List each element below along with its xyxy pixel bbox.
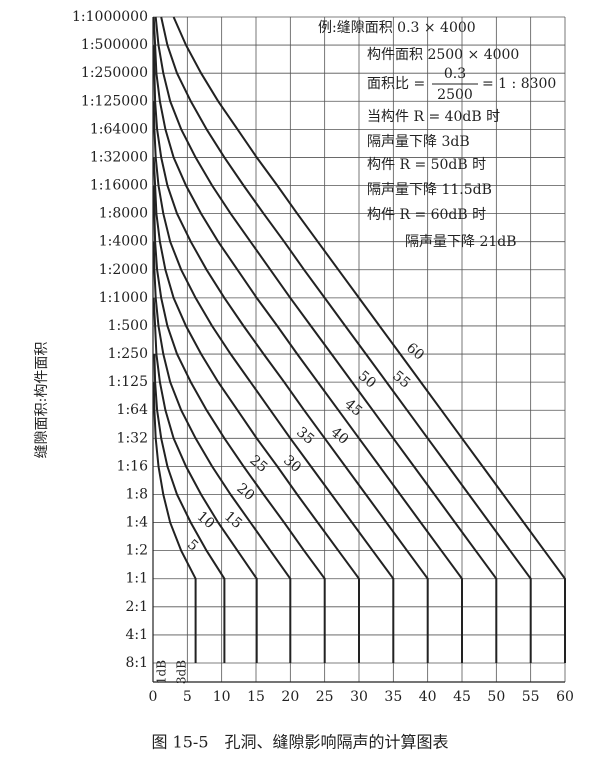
y-tick-label: 8:1 <box>125 655 148 671</box>
y-tick-label: 1:500 <box>108 318 148 334</box>
y-tick-label: 1:16 <box>117 458 149 474</box>
y-tick-label: 1:8000 <box>99 206 148 222</box>
curve <box>152 45 429 663</box>
y-tick-label: 1:500000 <box>81 37 148 53</box>
x-tick-label: 40 <box>419 689 437 705</box>
y-tick-label: 1:125 <box>108 374 148 390</box>
note: 隔声量下降 3dB <box>367 134 470 150</box>
curve-label: 20 <box>233 480 257 504</box>
ratio-numerator: 0.3 <box>444 66 466 82</box>
ratio-denominator: 2500 <box>437 87 473 103</box>
y-tick-label: 1:125000 <box>81 93 148 109</box>
curve-label: 5 <box>184 537 201 555</box>
note: 隔声量下降 21dB <box>405 234 517 250</box>
y-tick-label: 1:64 <box>117 402 149 418</box>
curve <box>172 16 566 663</box>
x-tick-label: 45 <box>453 689 471 705</box>
curve <box>154 16 498 663</box>
y-tick-label: 1:4 <box>125 515 148 531</box>
ratio-prefix: 面积比 = <box>367 76 425 92</box>
y-tick-label: 1:2000 <box>99 262 148 278</box>
y-tick-label: 1:16000 <box>90 178 148 194</box>
note: 例:缝隙面积 0.3 × 4000 <box>318 20 476 36</box>
x-tick-label: 15 <box>247 689 265 705</box>
note: 构件 R = 50dB 时 <box>367 157 486 173</box>
curve <box>152 297 258 663</box>
ratio-suffix: = 1 : 8300 <box>482 76 556 92</box>
curve-label: 15 <box>221 508 245 532</box>
x-tick-label: 5 <box>183 689 192 705</box>
caption: 图 15-5 孔洞、缝隙影响隔声的计算图表 <box>151 733 448 752</box>
curve-label: 50 <box>355 368 379 392</box>
y-tick-label: 1:64000 <box>90 121 148 137</box>
bottom-label: 3dB <box>175 660 189 684</box>
curve <box>152 157 360 663</box>
note: 构件 R = 60dB 时 <box>367 207 486 223</box>
note: 当构件 R = 40dB 时 <box>367 109 500 125</box>
curve-label: 25 <box>246 452 270 476</box>
x-tick-label: 60 <box>556 689 574 705</box>
y-tick-label: 1:1000 <box>99 290 148 306</box>
x-tick-label: 20 <box>281 689 299 705</box>
y-tick-label: 1:8 <box>125 486 148 502</box>
y-tick-label: 1:1 <box>125 571 148 587</box>
y-tick-label: 1:250000 <box>81 65 148 81</box>
x-tick-label: 10 <box>213 689 231 705</box>
curve <box>152 382 197 663</box>
curve <box>152 16 463 663</box>
x-tick-label: 25 <box>316 689 334 705</box>
y-tick-label: 1:1000000 <box>72 9 148 25</box>
curve-label: 30 <box>280 452 304 476</box>
curve-label: 45 <box>341 396 365 420</box>
curve <box>152 185 326 663</box>
curve-label: 10 <box>194 508 218 532</box>
x-tick-label: 55 <box>522 689 540 705</box>
curve <box>152 101 395 663</box>
bottom-label: 1dB <box>155 660 169 684</box>
y-tick-label: 4:1 <box>125 627 148 643</box>
curve-label: 40 <box>328 424 352 448</box>
x-tick-label: 50 <box>487 689 505 705</box>
curve-label: 35 <box>293 424 317 448</box>
y-tick-label: 2:1 <box>125 599 148 615</box>
y-tick-label: 1:250 <box>108 346 148 362</box>
curve-label: 60 <box>403 340 427 364</box>
x-tick-label: 0 <box>149 689 158 705</box>
y-tick-label: 1:32 <box>117 430 148 446</box>
note: 构件面积 2500 × 4000 <box>367 47 519 63</box>
curve <box>152 241 292 663</box>
y-tick-label: 1:4000 <box>99 234 148 250</box>
y-axis-title: 缝隙面积:构件面积 <box>34 342 50 459</box>
x-tick-label: 35 <box>384 689 402 705</box>
y-tick-label: 1:2 <box>125 543 148 559</box>
curve <box>153 353 226 663</box>
note: 隔声量下降 11.5dB <box>367 182 492 198</box>
curve-label: 55 <box>389 368 413 392</box>
curve <box>160 16 532 663</box>
x-tick-label: 30 <box>350 689 368 705</box>
y-tick-label: 1:32000 <box>90 149 148 165</box>
